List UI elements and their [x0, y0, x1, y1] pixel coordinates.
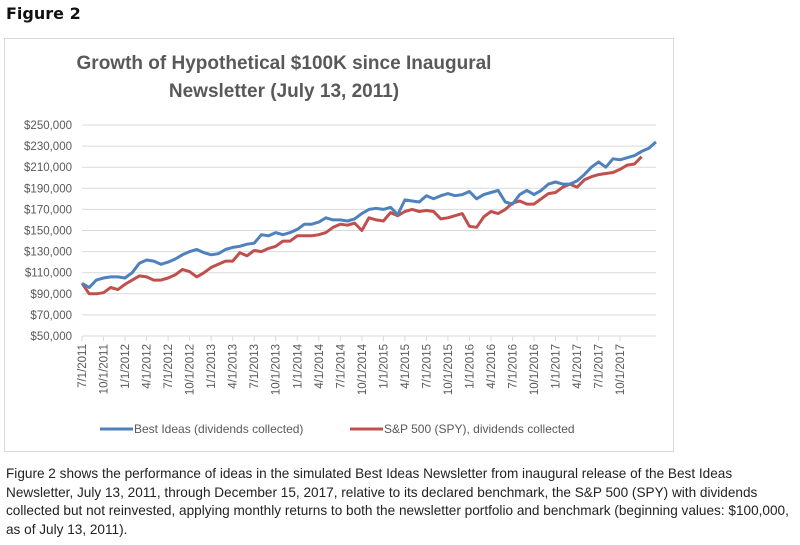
x-tick-label: 10/1/2016 — [529, 344, 541, 395]
x-tick-label: 4/1/2013 — [228, 344, 240, 389]
y-tick-label: $190,000 — [24, 183, 72, 195]
x-tick-label: 1/1/2012 — [120, 344, 132, 389]
x-tick-label: 1/1/2015 — [378, 344, 390, 389]
x-tick-label: 10/1/2015 — [443, 344, 455, 395]
y-tick-label: $90,000 — [30, 289, 72, 301]
x-tick-label: 4/1/2017 — [572, 344, 584, 389]
x-tick-label: 7/1/2013 — [249, 344, 261, 389]
x-tick-label: 1/1/2017 — [551, 344, 563, 389]
x-tick-label: 7/1/2011 — [77, 344, 89, 388]
y-tick-label: $170,000 — [24, 204, 72, 216]
x-tick-label: 7/1/2016 — [508, 344, 520, 389]
y-tick-label: $150,000 — [24, 226, 72, 238]
x-tick-label: 4/1/2016 — [486, 344, 498, 389]
y-tick-label: $250,000 — [24, 120, 72, 132]
x-tick-label: 1/1/2013 — [206, 344, 218, 389]
chart-title-line-1: Growth of Hypothetical $100K since Inaug… — [76, 53, 492, 74]
chart-title: Growth of Hypothetical $100K since Inaug… — [4, 50, 564, 106]
y-tick-label: $110,000 — [25, 268, 72, 280]
y-tick-label: $50,000 — [30, 331, 72, 343]
figure-label: Figure 2 — [6, 4, 81, 23]
y-tick-label: $210,000 — [24, 162, 72, 174]
x-tick-label: 10/1/2013 — [271, 344, 283, 395]
x-tick-label: 7/1/2015 — [421, 344, 433, 389]
y-tick-label: $130,000 — [24, 247, 72, 259]
x-tick-label: 4/1/2015 — [400, 344, 412, 389]
series-line-best-ideas — [81, 140, 657, 289]
gridlines — [82, 124, 656, 337]
x-tick-label: 1/1/2014 — [292, 343, 304, 388]
series-lines — [80, 140, 657, 296]
series-line-sp500 — [80, 155, 643, 296]
figure-caption: Figure 2 shows the performance of ideas … — [6, 466, 789, 537]
y-tick-label: $70,000 — [30, 310, 72, 322]
x-tick-label: 7/1/2017 — [594, 344, 606, 389]
x-tick-label: 7/1/2012 — [163, 344, 175, 389]
x-tick-label: 7/1/2014 — [335, 343, 347, 388]
x-tick-label: 1/1/2016 — [464, 344, 476, 389]
y-tick-label: $230,000 — [24, 141, 72, 153]
legend-label: S&P 500 (SPY), dividends collected — [384, 422, 575, 436]
chart-frame — [4, 38, 674, 452]
x-tick-label: 10/1/2011 — [99, 344, 111, 394]
x-axis — [81, 335, 656, 341]
x-tick-label: 4/1/2012 — [142, 344, 154, 389]
chart-title-line-2: Newsletter (July 13, 2011) — [168, 81, 400, 102]
x-tick-label: 10/1/2014 — [357, 343, 369, 395]
x-tick-label: 10/1/2017 — [615, 344, 627, 395]
legend: Best Ideas (dividends collected) S&P 500 … — [100, 422, 575, 436]
x-tick-label: 10/1/2012 — [185, 344, 197, 395]
legend-label: Best Ideas (dividends collected) — [134, 422, 303, 436]
x-tick-label: 4/1/2014 — [314, 343, 326, 388]
y-axis-tick-labels: $50,000 $70,000 $90,000 $110,000 $130,000 $15… — [24, 120, 72, 343]
x-axis-tick-labels: 7/1/2011 10/1/2011 1/1/2012 4/1/2012 7/1/201… — [77, 343, 627, 395]
